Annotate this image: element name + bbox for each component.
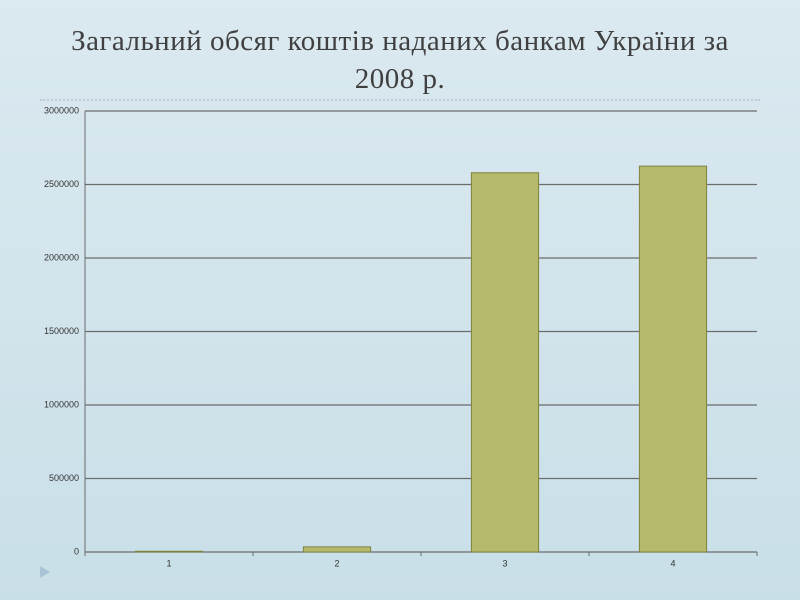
bar (638, 165, 708, 553)
title-rule (40, 99, 760, 101)
y-tick-label: 1000000 (44, 399, 79, 409)
y-tick-label: 0 (74, 546, 79, 556)
bar (302, 546, 372, 553)
x-tick-label: 2 (334, 558, 339, 568)
x-tick-label: 4 (670, 558, 675, 568)
chart-title: Загальний обсяг коштів наданих банкам Ук… (71, 25, 729, 95)
x-tick-label: 1 (166, 558, 171, 568)
y-tick-label: 3000000 (44, 105, 79, 115)
bar (134, 550, 204, 553)
bar (470, 172, 540, 553)
y-tick-label: 2500000 (44, 179, 79, 189)
y-tick-label: 1500000 (44, 326, 79, 336)
x-tick-label: 3 (502, 558, 507, 568)
y-tick-label: 2000000 (44, 252, 79, 262)
y-tick-label: 500000 (49, 473, 79, 483)
nav-arrow[interactable] (40, 566, 50, 578)
